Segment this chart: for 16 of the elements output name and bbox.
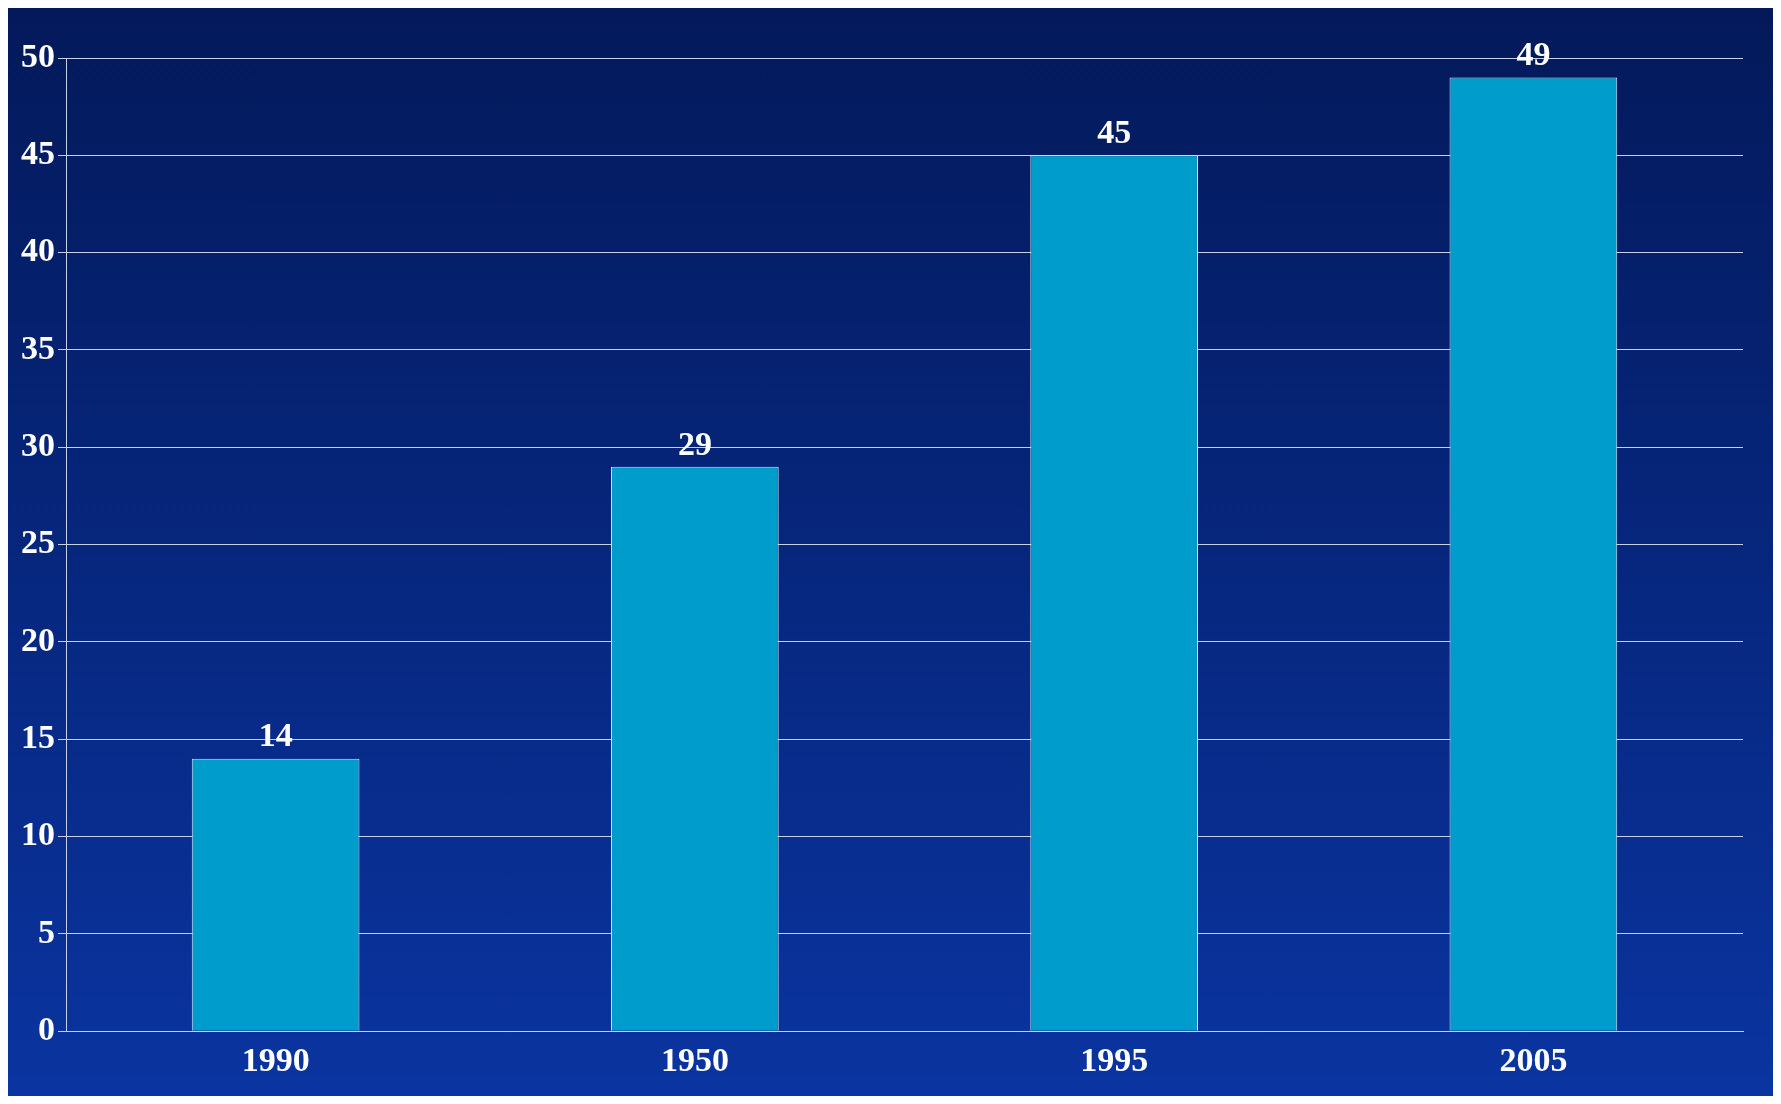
y-tick-label: 5 <box>38 912 55 950</box>
y-tick-label: 30 <box>21 426 55 464</box>
x-tick-label: 1995 <box>1080 1041 1149 1079</box>
y-tick-label: 0 <box>38 1009 55 1047</box>
x-tick-label: 1990 <box>241 1041 310 1079</box>
y-tick-label: 45 <box>21 134 55 172</box>
y-tick-label: 20 <box>21 620 55 658</box>
y-tick-label: 50 <box>21 36 55 74</box>
x-tick-label: 1950 <box>660 1041 729 1079</box>
x-tick-label: 2005 <box>1499 1041 1568 1079</box>
y-tick-label: 35 <box>21 328 55 366</box>
y-tick-label: 25 <box>21 523 55 561</box>
y-tick-label: 15 <box>21 718 55 756</box>
y-tick-label: 10 <box>21 815 55 853</box>
y-tick-label: 40 <box>21 231 55 269</box>
data-label: 45 <box>1097 113 1132 151</box>
